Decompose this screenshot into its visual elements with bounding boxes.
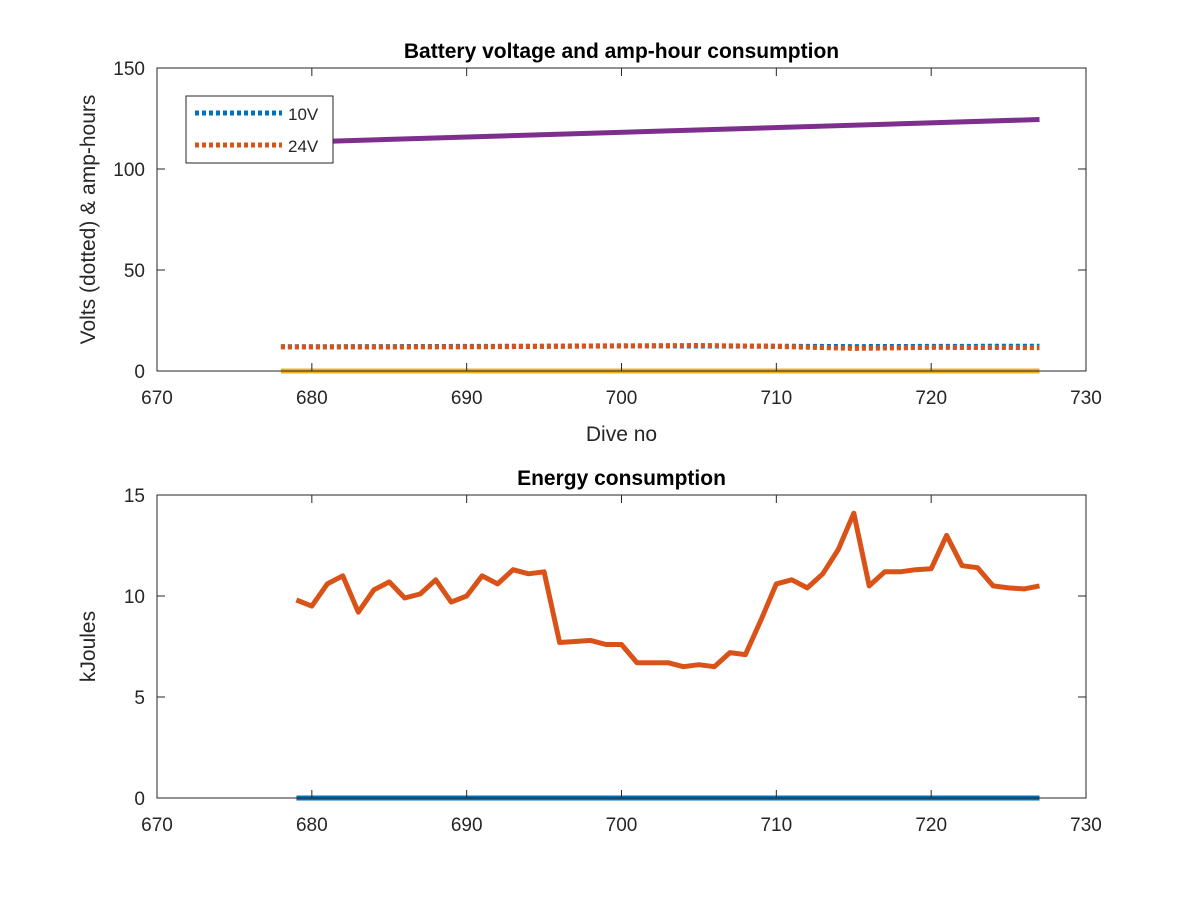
legend-label-24v: 24V <box>288 137 319 156</box>
chart-title: Battery voltage and amp-hour consumption <box>404 40 839 63</box>
y-axis-label: Volts (dotted) & amp-hours <box>77 95 100 345</box>
x-tick-label: 690 <box>451 815 483 836</box>
axis-ticks-group: 670 680 690 700 710 720 730 0 50 100 150 <box>113 59 1102 409</box>
x-tick-label: 720 <box>915 388 947 409</box>
legend-box <box>185 95 334 164</box>
series-line-s0 <box>295 510 1040 670</box>
x-tick-label: 680 <box>296 815 328 836</box>
x-tick-label: 720 <box>915 815 947 836</box>
x-tick-label: 670 <box>141 815 173 836</box>
axis-ticks-group: 670 680 690 700 710 720 730 0 5 10 15 <box>124 486 1102 836</box>
series-line-s2 <box>280 117 1040 146</box>
x-tick-label: 730 <box>1070 388 1102 409</box>
x-tick-label: 700 <box>606 815 638 836</box>
x-tick-label: 710 <box>760 388 792 409</box>
y-tick-label: 15 <box>124 486 145 507</box>
y-tick-label: 150 <box>113 59 145 80</box>
x-tick-label: 670 <box>141 388 173 409</box>
x-tick-label: 680 <box>296 388 328 409</box>
y-tick-label: 0 <box>134 362 145 383</box>
y-tick-label: 50 <box>124 261 145 282</box>
x-tick-label: 730 <box>1070 815 1102 836</box>
x-tick-label: 700 <box>606 388 638 409</box>
chart-battery-voltage: Battery voltage and amp-hour consumption… <box>77 40 1102 446</box>
chart-energy-consumption: Energy consumption 670 680 690 700 710 720 730… <box>77 467 1102 836</box>
legend-label-10v: 10V <box>288 105 319 124</box>
x-tick-label: 710 <box>760 815 792 836</box>
legend: 10V 24V <box>185 95 334 164</box>
y-tick-label: 0 <box>134 789 145 810</box>
series-line-24v <box>280 343 1040 351</box>
x-axis-label: Dive no <box>586 423 657 446</box>
y-tick-label: 5 <box>134 688 145 709</box>
plot-series-group <box>295 510 1040 801</box>
y-tick-label: 10 <box>124 587 145 608</box>
y-axis-label: kJoules <box>77 611 100 682</box>
x-tick-label: 690 <box>451 388 483 409</box>
plot-series-group <box>280 117 1040 374</box>
y-tick-label: 100 <box>113 160 145 181</box>
chart-title: Energy consumption <box>517 467 726 490</box>
